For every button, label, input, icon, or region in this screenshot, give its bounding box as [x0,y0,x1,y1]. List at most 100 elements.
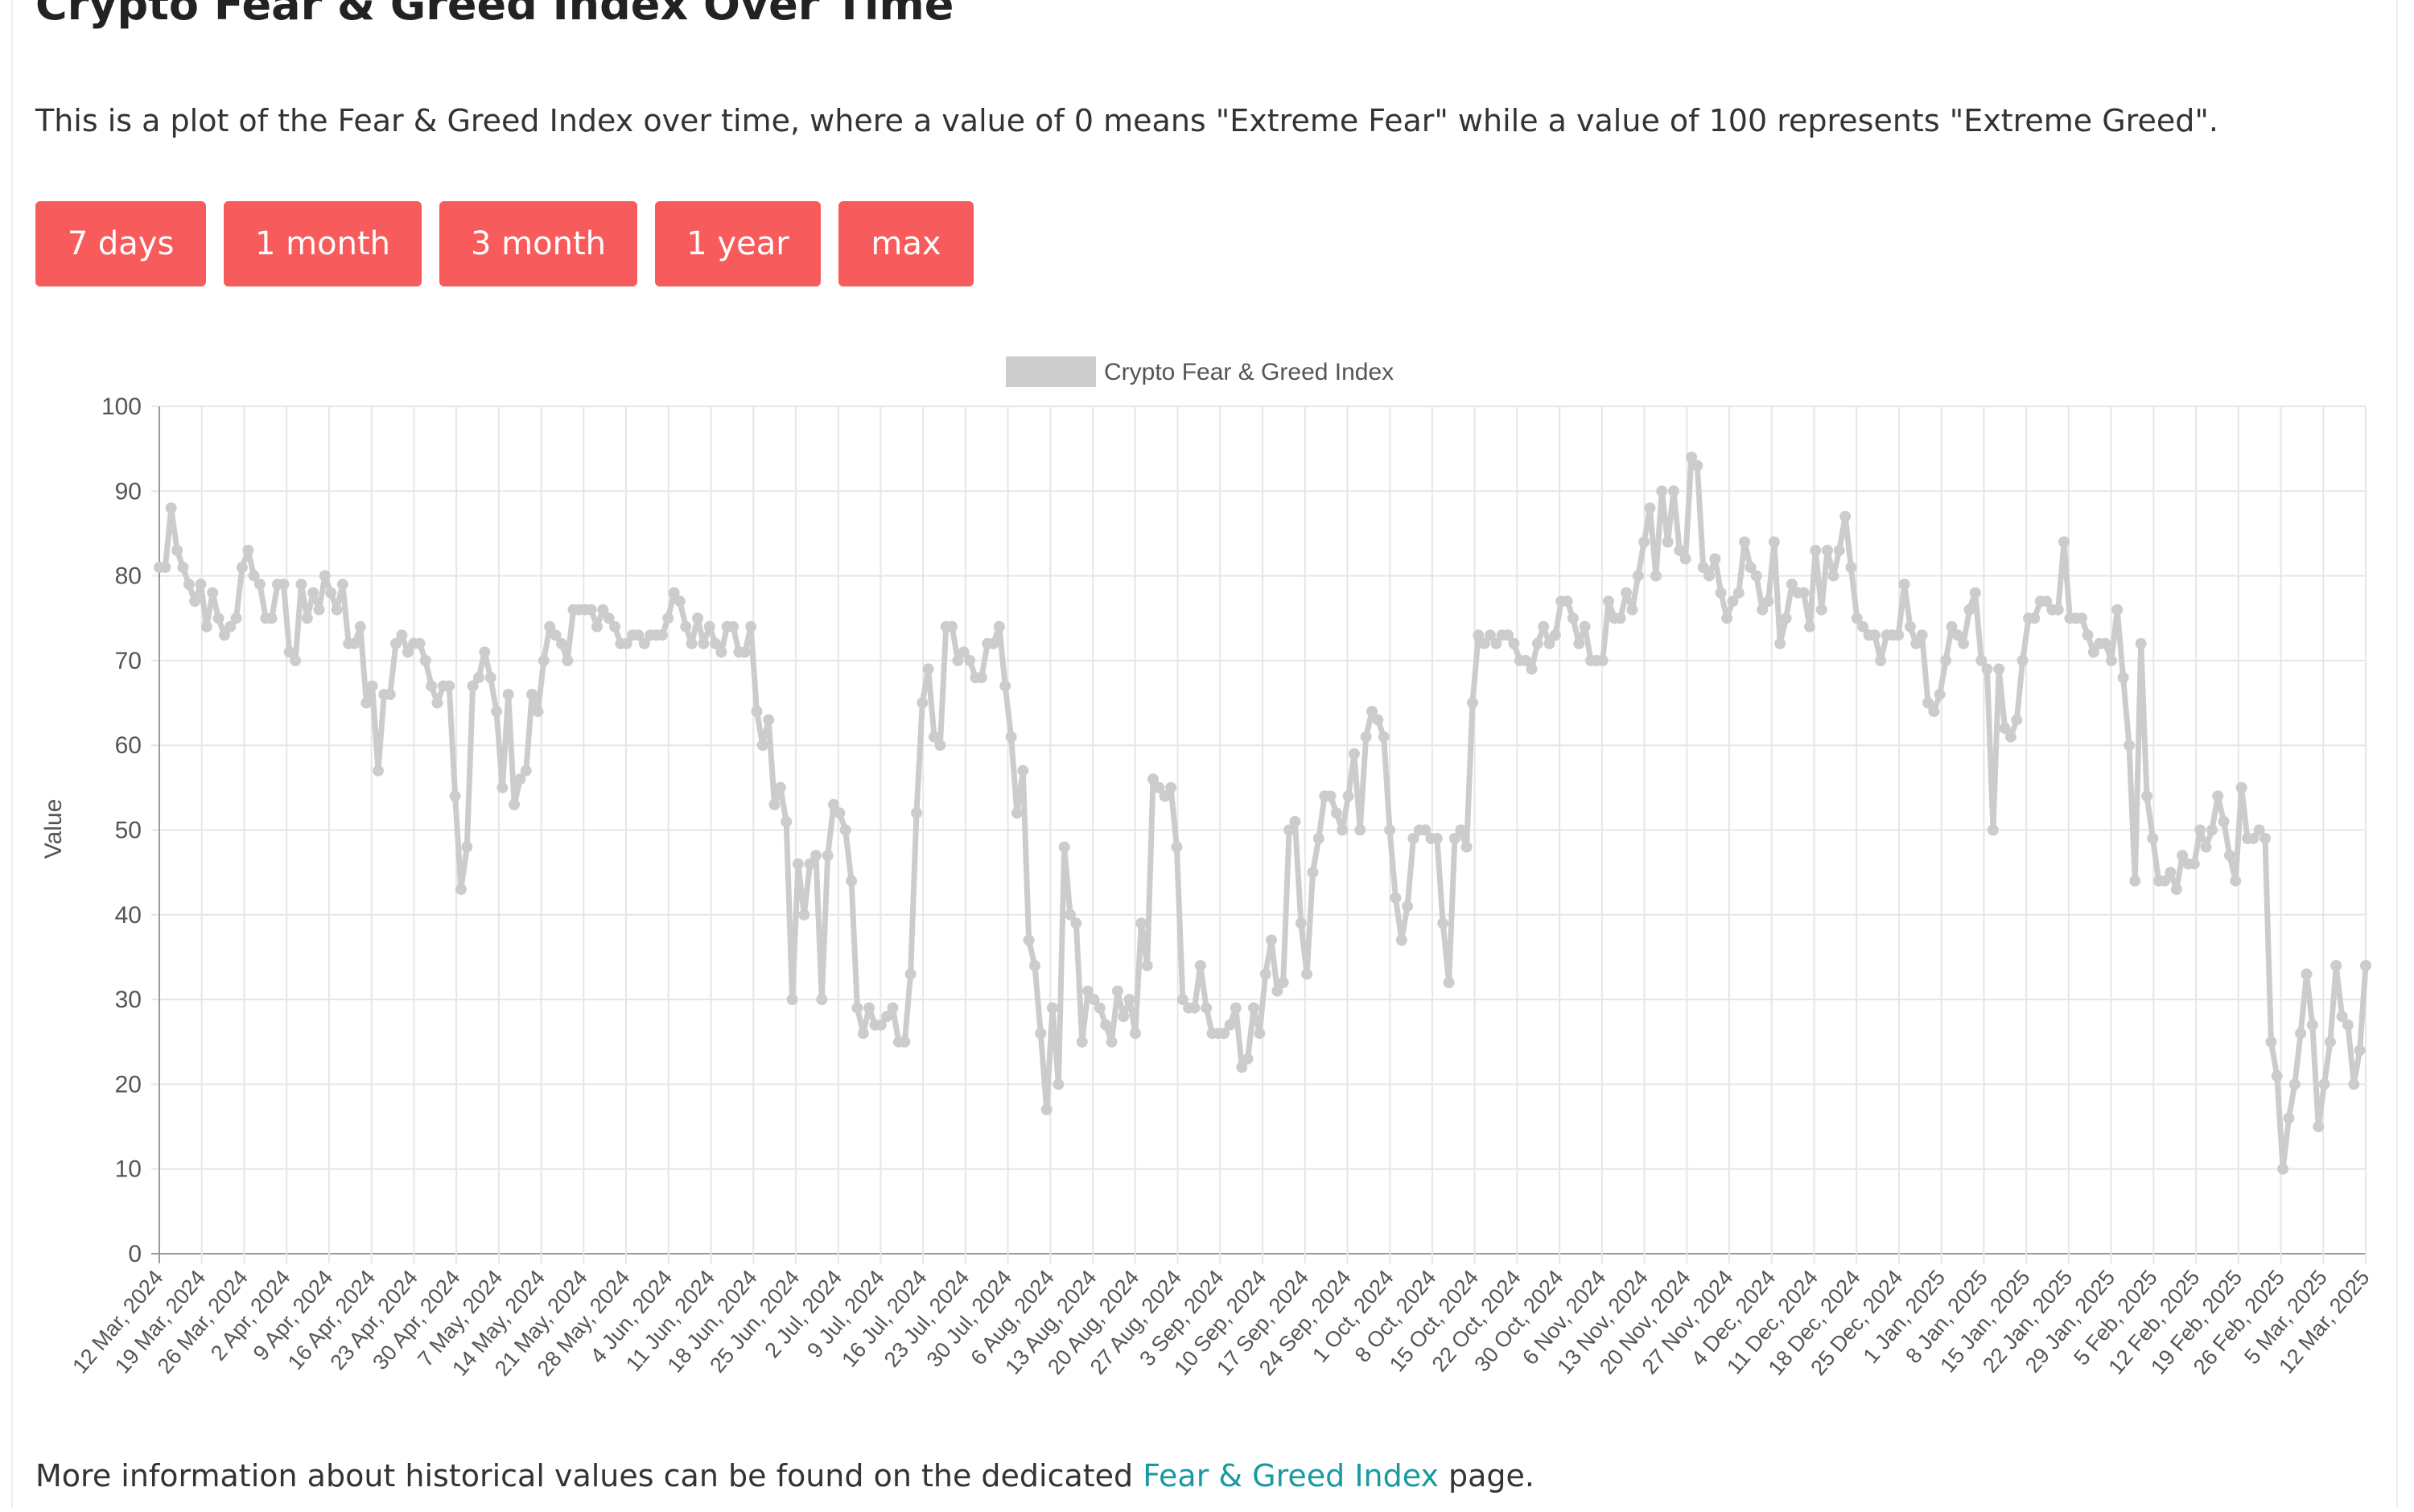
data-point[interactable] [1330,807,1342,819]
data-point[interactable] [1053,1078,1065,1090]
data-point[interactable] [1845,562,1857,574]
data-point[interactable] [2230,875,2242,887]
data-point[interactable] [1827,570,1839,582]
data-point[interactable] [200,620,212,632]
data-point[interactable] [1780,612,1792,624]
data-point[interactable] [792,858,804,870]
data-point[interactable] [2260,833,2271,844]
data-point[interactable] [846,875,858,887]
data-point[interactable] [177,562,189,574]
data-point[interactable] [509,798,521,810]
data-point[interactable] [1473,629,1485,641]
data-point[interactable] [290,654,302,666]
data-point[interactable] [307,587,319,599]
data-point[interactable] [1242,1053,1254,1065]
data-point[interactable] [2336,1011,2348,1023]
data-point[interactable] [514,773,526,785]
data-point[interactable] [1715,587,1727,599]
data-point[interactable] [2324,1036,2336,1048]
data-point[interactable] [987,637,999,649]
data-point[interactable] [632,629,645,641]
data-point[interactable] [1455,824,1467,836]
data-point[interactable] [390,637,402,649]
data-point[interactable] [2170,884,2182,896]
data-point[interactable] [189,595,201,608]
data-point[interactable] [2223,850,2235,862]
data-point[interactable] [2105,654,2117,666]
data-point[interactable] [195,579,207,591]
data-point[interactable] [2200,841,2212,853]
data-point[interactable] [710,637,721,649]
range-button-1-year[interactable]: 1 year [655,201,821,286]
data-point[interactable] [1922,697,1934,709]
data-point[interactable] [975,672,987,683]
data-point[interactable] [2135,637,2147,649]
data-point[interactable] [1460,841,1473,853]
data-point[interactable] [857,1028,869,1040]
data-point[interactable] [414,637,426,649]
data-point[interactable] [781,816,793,827]
data-point[interactable] [851,1002,863,1014]
data-point[interactable] [449,790,461,802]
data-point[interactable] [1378,731,1390,743]
data-point[interactable] [266,612,278,624]
data-point[interactable] [461,841,473,853]
data-point[interactable] [1100,1019,1112,1031]
data-point[interactable] [2354,1044,2366,1057]
data-point[interactable] [715,646,727,658]
data-point[interactable] [620,637,632,649]
data-point[interactable] [2218,816,2230,827]
data-point[interactable] [1431,833,1443,844]
data-point[interactable] [680,620,692,632]
data-point[interactable] [1632,570,1644,582]
data-point[interactable] [1709,553,1721,565]
data-point[interactable] [313,604,325,616]
data-point[interactable] [2295,1028,2307,1040]
data-point[interactable] [828,798,839,810]
data-point[interactable] [373,764,384,777]
data-point[interactable] [1266,934,1277,946]
data-point[interactable] [2177,850,2189,862]
data-point[interactable] [839,824,851,836]
data-point[interactable] [218,629,230,641]
data-point[interactable] [2141,790,2152,802]
data-point[interactable] [1082,985,1094,997]
data-point[interactable] [1283,824,1296,836]
data-point[interactable] [1040,1104,1053,1115]
data-point[interactable] [207,587,219,599]
data-point[interactable] [402,646,414,658]
data-point[interactable] [183,579,195,591]
data-point[interactable] [1443,977,1455,988]
data-point[interactable] [2360,960,2371,971]
data-point[interactable] [1047,1002,1058,1014]
data-point[interactable] [171,545,183,556]
data-point[interactable] [686,637,698,649]
data-point[interactable] [1372,714,1384,726]
data-point[interactable] [1342,790,1354,802]
data-point[interactable] [520,764,532,777]
data-point[interactable] [2159,875,2171,887]
data-point[interactable] [1171,841,1183,853]
data-point[interactable] [1076,1036,1088,1048]
data-point[interactable] [1188,1002,1201,1014]
data-point[interactable] [1111,985,1123,997]
data-point[interactable] [1987,824,1999,836]
data-point[interactable] [822,850,834,862]
data-point[interactable] [911,807,922,819]
data-point[interactable] [1248,1002,1259,1014]
data-point[interactable] [1579,620,1591,632]
data-point[interactable] [2313,1121,2325,1132]
data-point[interactable] [236,562,248,574]
data-point[interactable] [1757,604,1769,616]
data-point[interactable] [1910,637,1922,649]
data-point[interactable] [1011,807,1023,819]
data-point[interactable] [1478,637,1490,649]
data-point[interactable] [278,579,290,591]
data-point[interactable] [1656,485,1668,497]
data-point[interactable] [1614,612,1626,624]
data-point[interactable] [2283,1112,2295,1124]
data-point[interactable] [1822,545,1833,556]
data-point[interactable] [419,654,431,666]
data-point[interactable] [1384,824,1396,836]
data-point[interactable] [1402,900,1414,913]
